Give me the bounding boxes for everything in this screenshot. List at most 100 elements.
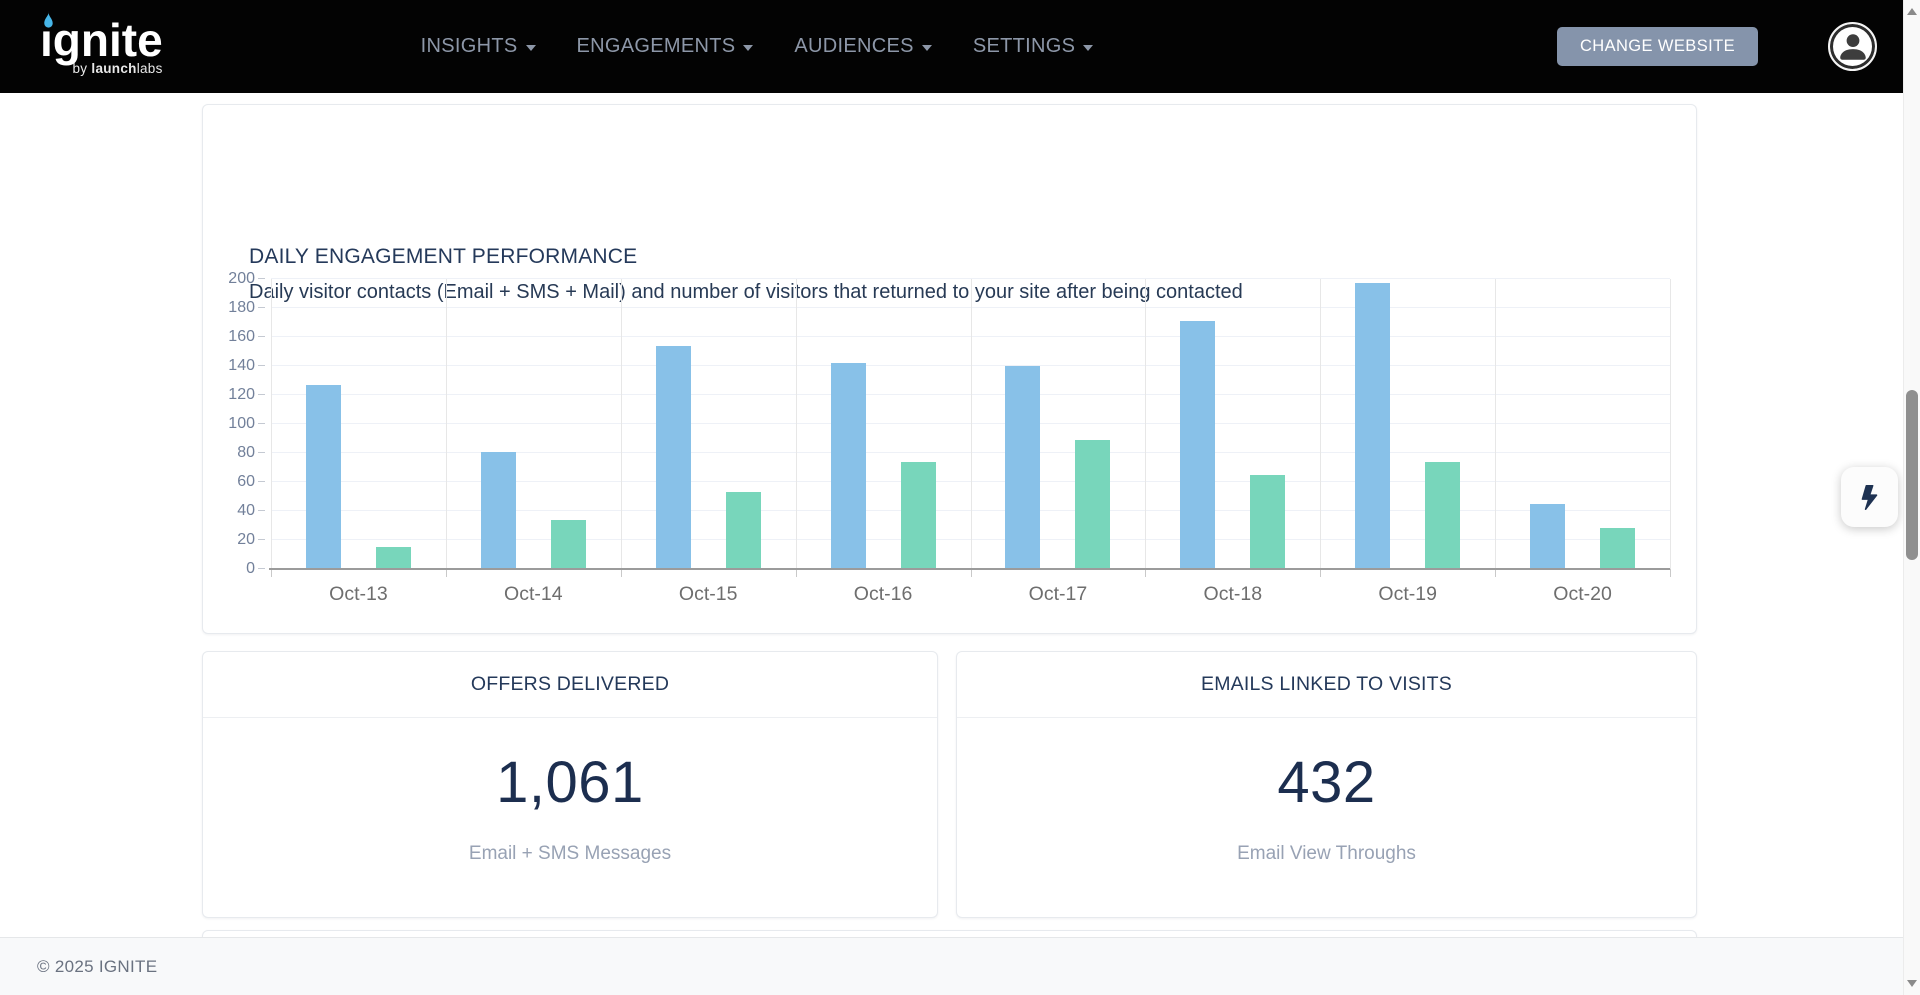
scroll-up-arrow-icon[interactable] xyxy=(1907,8,1917,15)
stat-value: 432 xyxy=(1277,750,1376,815)
x-tick-mark xyxy=(445,569,447,577)
top-navbar: ıgnite by launchlabs INSIGHTS ENGAGEMENT… xyxy=(0,0,1903,93)
nav-item-audiences[interactable]: AUDIENCES xyxy=(794,35,932,58)
x-tick-label-Oct-14: Oct-14 xyxy=(504,583,563,605)
stat-card-title: OFFERS DELIVERED xyxy=(203,652,937,718)
scroll-down-arrow-icon[interactable] xyxy=(1907,980,1917,987)
bar-group-Oct-16 xyxy=(796,279,971,569)
nav-menu: INSIGHTS ENGAGEMENTS AUDIENCES SETTINGS xyxy=(421,35,1094,58)
y-tick-mark xyxy=(258,307,265,308)
daily-engagement-card: DAILY ENGAGEMENT PERFORMANCE Daily visit… xyxy=(202,104,1697,634)
copyright-text: © 2025 IGNITE xyxy=(37,956,158,976)
y-tick-label: 0 xyxy=(246,560,255,577)
bar-group-Oct-14 xyxy=(446,279,621,569)
y-tick-label: 160 xyxy=(228,328,255,345)
x-tick-label-Oct-19: Oct-19 xyxy=(1378,583,1437,605)
bar-group-Oct-17 xyxy=(971,279,1146,569)
flame-icon xyxy=(44,11,53,28)
x-tick-label-Oct-13: Oct-13 xyxy=(329,583,388,605)
stat-card-body: 432 Email View Throughs xyxy=(957,718,1696,865)
brand-name: ıgnite xyxy=(40,14,163,66)
nav-item-label: AUDIENCES xyxy=(794,35,914,57)
stat-label: Email View Throughs xyxy=(1237,843,1416,864)
y-tick-label: 180 xyxy=(228,299,255,316)
bar-returned-visitors-Oct-13 xyxy=(375,547,411,569)
nav-item-label: ENGAGEMENTS xyxy=(576,35,736,57)
bar-returned-visitors-Oct-18 xyxy=(1250,474,1286,569)
stat-value: 1,061 xyxy=(496,750,644,815)
bar-returned-visitors-Oct-19 xyxy=(1425,461,1461,569)
y-tick-mark xyxy=(258,539,265,540)
category-separator xyxy=(1495,279,1497,569)
x-tick-mark xyxy=(1145,569,1147,577)
chevron-down-icon xyxy=(743,45,754,51)
chart-x-axis: Oct-13 Oct-14 Oct-15 Oct-16 Oct-17 Oct-18 Oct-… xyxy=(271,583,1670,606)
x-tick-mark xyxy=(1320,569,1322,577)
x-axis-line xyxy=(269,568,1670,570)
category-separator xyxy=(445,279,447,569)
category-separator xyxy=(620,279,622,569)
bar-group-Oct-20 xyxy=(1495,279,1670,569)
nav-item-insights[interactable]: INSIGHTS xyxy=(421,35,536,58)
y-tick-label: 40 xyxy=(237,502,255,519)
y-tick-mark xyxy=(258,336,265,337)
y-tick-label: 80 xyxy=(237,444,255,461)
bar-contacts-Oct-13 xyxy=(305,384,341,569)
y-tick-label: 140 xyxy=(228,357,255,374)
y-tick-mark xyxy=(258,278,265,279)
category-separator xyxy=(1145,279,1147,569)
y-tick-mark xyxy=(258,568,265,569)
bar-contacts-Oct-14 xyxy=(480,451,516,569)
bar-returned-visitors-Oct-16 xyxy=(900,461,936,569)
bar-returned-visitors-Oct-17 xyxy=(1075,439,1111,569)
bar-contacts-Oct-18 xyxy=(1180,321,1216,569)
stat-card-body: 1,061 Email + SMS Messages xyxy=(203,718,937,865)
x-tick-label-Oct-15: Oct-15 xyxy=(678,583,738,605)
x-tick-label-Oct-18: Oct-18 xyxy=(1203,583,1263,605)
y-tick-label: 100 xyxy=(228,415,255,432)
chart-y-axis: 0 20 40 60 80 100 120 140 160 180 200 xyxy=(203,270,265,577)
y-tick-mark xyxy=(258,452,265,453)
vertical-scrollbar[interactable] xyxy=(1903,0,1920,995)
category-separator xyxy=(970,279,972,569)
h-gridline xyxy=(271,278,1670,279)
x-tick-mark xyxy=(1670,569,1671,577)
scrollbar-thumb[interactable] xyxy=(1906,390,1918,560)
category-separator xyxy=(1320,279,1322,569)
bar-returned-visitors-Oct-15 xyxy=(725,492,761,569)
y-tick-mark xyxy=(258,365,265,366)
bar-contacts-Oct-16 xyxy=(830,363,866,569)
y-tick-label: 120 xyxy=(228,386,255,403)
bar-contacts-Oct-15 xyxy=(655,345,691,569)
y-tick-label: 200 xyxy=(228,270,255,287)
change-website-button[interactable]: CHANGE WEBSITE xyxy=(1556,27,1758,66)
y-tick-mark xyxy=(258,423,265,424)
chevron-down-icon xyxy=(1083,45,1094,51)
nav-item-label: SETTINGS xyxy=(972,35,1076,57)
y-tick-mark xyxy=(258,510,265,511)
y-tick-mark xyxy=(258,394,265,395)
user-avatar-button[interactable] xyxy=(1828,22,1877,71)
nav-item-settings[interactable]: SETTINGS xyxy=(972,35,1094,58)
quick-actions-button[interactable] xyxy=(1841,467,1898,527)
bar-contacts-Oct-20 xyxy=(1530,503,1566,569)
chevron-down-icon xyxy=(525,45,536,51)
nav-item-engagements[interactable]: ENGAGEMENTS xyxy=(577,35,754,58)
offers-delivered-card: OFFERS DELIVERED 1,061 Email + SMS Messa… xyxy=(202,651,938,918)
category-separator xyxy=(1670,279,1671,569)
footer: © 2025 IGNITE xyxy=(0,937,1903,995)
person-icon xyxy=(1839,33,1866,60)
brand-logo[interactable]: ıgnite by launchlabs xyxy=(40,11,163,76)
nav-item-label: INSIGHTS xyxy=(420,35,518,57)
x-tick-mark xyxy=(271,569,272,577)
lightning-bolt-icon xyxy=(1861,484,1878,510)
bar-returned-visitors-Oct-14 xyxy=(550,519,586,569)
chart-title: DAILY ENGAGEMENT PERFORMANCE xyxy=(249,245,638,268)
y-tick-label: 20 xyxy=(237,531,255,548)
chart-subtitle: Daily visitor contacts (Email + SMS + Ma… xyxy=(249,281,1243,303)
category-separator xyxy=(271,279,272,569)
y-tick-label: 60 xyxy=(237,473,255,490)
bar-group-Oct-18 xyxy=(1145,279,1320,569)
emails-linked-card: EMAILS LINKED TO VISITS 432 Email View T… xyxy=(956,651,1697,918)
x-tick-label-Oct-16: Oct-16 xyxy=(853,583,913,605)
